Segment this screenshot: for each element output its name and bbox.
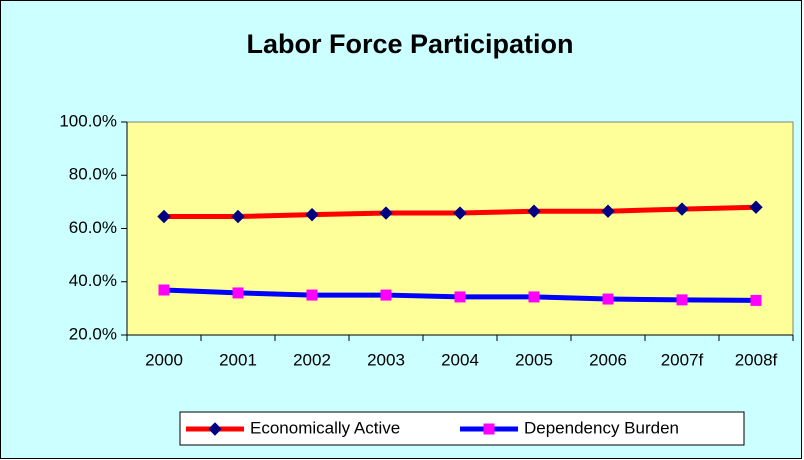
x-tick-label: 2001 <box>219 350 257 369</box>
y-tick-label: 60.0% <box>69 218 117 237</box>
marker <box>157 209 171 224</box>
marker <box>454 291 466 303</box>
y-tick-label: 100.0% <box>59 111 117 130</box>
plot-area <box>126 121 794 336</box>
marker <box>208 422 222 436</box>
marker <box>675 202 689 216</box>
marker <box>305 207 319 222</box>
marker <box>528 291 540 303</box>
x-tick-label: 2004 <box>441 350 479 369</box>
marker <box>453 206 467 220</box>
marker <box>306 289 318 301</box>
x-tick-label: 2006 <box>589 350 627 369</box>
marker <box>380 289 392 301</box>
y-tick-label: 40.0% <box>69 271 117 290</box>
x-tick-label: 2002 <box>293 350 331 369</box>
y-tick-label: 80.0% <box>69 165 117 184</box>
marker <box>750 294 762 306</box>
x-tick-label: 2003 <box>367 350 405 369</box>
x-tick-label: 2005 <box>515 350 553 369</box>
marker <box>379 206 393 220</box>
chart-title: Labor Force Participation <box>246 29 573 59</box>
marker <box>231 209 245 224</box>
marker <box>601 204 615 218</box>
marker <box>483 423 495 435</box>
x-tick-label: 2007f <box>661 350 704 369</box>
marker <box>158 284 170 296</box>
legend-label: Dependency Burden <box>524 418 679 437</box>
marker <box>749 200 763 214</box>
x-tick-label: 2000 <box>145 350 183 369</box>
legend-label: Economically Active <box>250 418 400 437</box>
marker <box>232 287 244 299</box>
legend-box <box>179 411 745 446</box>
marker <box>602 293 614 305</box>
x-tick-label: 2008f <box>735 350 778 369</box>
marker <box>676 294 688 306</box>
marker <box>527 204 541 218</box>
y-tick-label: 20.0% <box>69 324 117 343</box>
